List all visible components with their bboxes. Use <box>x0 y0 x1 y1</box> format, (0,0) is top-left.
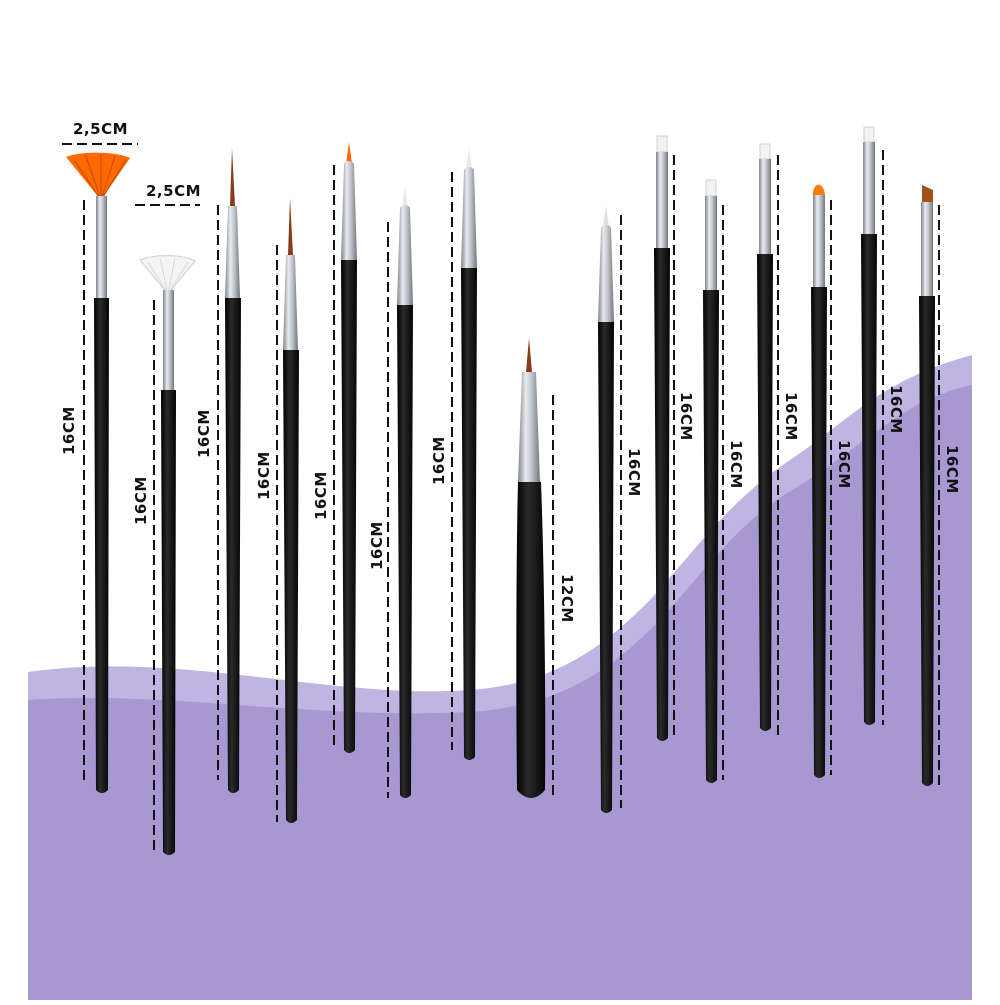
length-label-flat-1: 16CM <box>677 392 695 441</box>
brush-flat-1 <box>654 135 670 741</box>
brush-liner-5 <box>461 148 477 760</box>
brush-flat-3 <box>757 143 773 731</box>
width-label-fan-orange: 2,5CM <box>73 120 128 138</box>
brush-angled-brown <box>919 185 935 786</box>
length-label-short-liner: 12CM <box>558 574 576 623</box>
length-label-flat-3: 16CM <box>782 392 800 441</box>
width-dimensions <box>62 143 200 206</box>
brush-short-liner <box>516 338 546 798</box>
length-label-liner-3: 16CM <box>312 471 330 520</box>
brush-liner-6 <box>598 205 614 813</box>
brush-fan-white <box>139 255 196 855</box>
length-label-flat-4: 16CM <box>887 385 905 434</box>
length-label-liner-1: 16CM <box>195 409 213 458</box>
brush-fan-orange <box>66 152 130 793</box>
length-label-flat-2: 16CM <box>727 440 745 489</box>
brush-liner-2 <box>283 198 299 823</box>
brush-liner-1 <box>225 148 241 793</box>
brush-oval-orange <box>811 184 827 778</box>
length-label-liner-6: 16CM <box>625 448 643 497</box>
length-label-liner-5: 16CM <box>430 436 448 485</box>
wave-front <box>28 385 972 1000</box>
brush-flat-4 <box>861 126 877 725</box>
length-label-fan-orange: 16CM <box>60 406 78 455</box>
brush-liner-3 <box>341 142 357 753</box>
brush-liner-4 <box>397 186 413 798</box>
brush-flat-2 <box>703 179 719 783</box>
width-label-fan-white: 2,5CM <box>146 182 201 200</box>
length-label-liner-2: 16CM <box>255 451 273 500</box>
length-label-angled-brown: 16CM <box>943 445 961 494</box>
length-label-fan-white: 16CM <box>132 476 150 525</box>
length-dimensions <box>83 150 940 850</box>
length-label-liner-4: 16CM <box>368 521 386 570</box>
length-label-oval-orange: 16CM <box>835 440 853 489</box>
